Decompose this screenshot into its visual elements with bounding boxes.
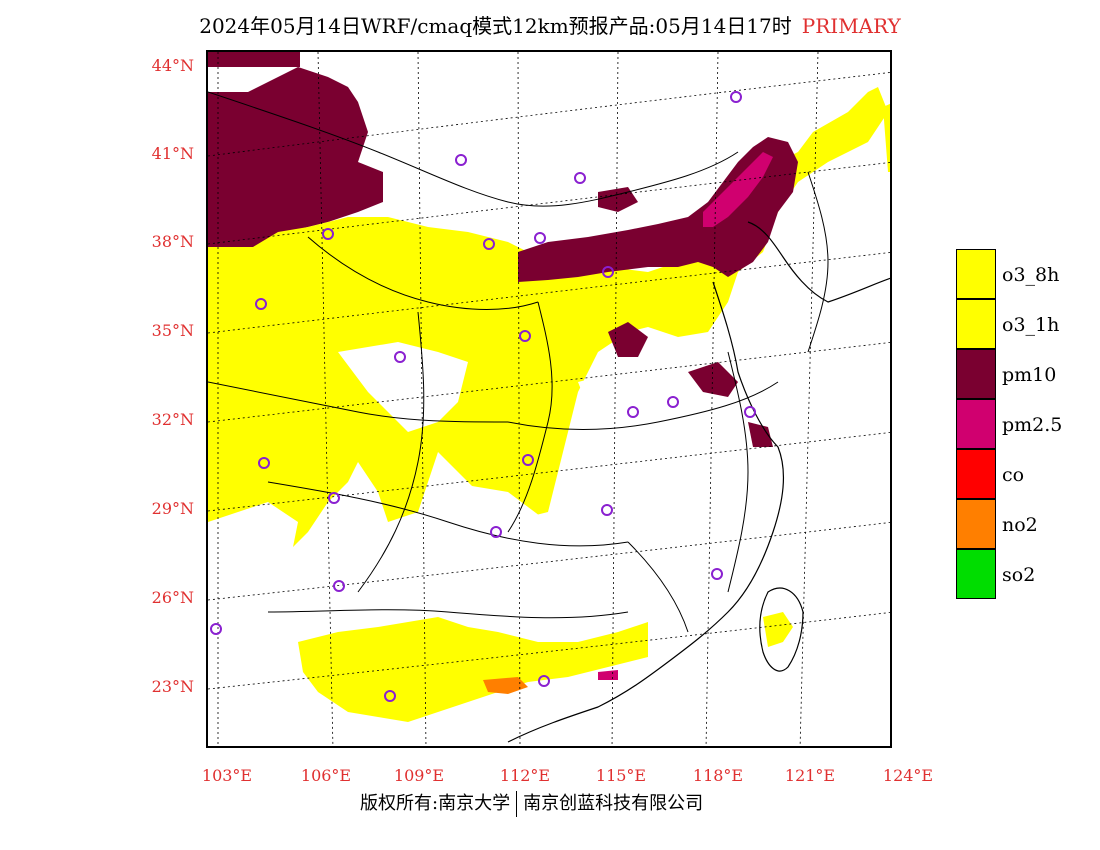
- title-text: 2024年05月14日WRF/cmaq模式12km预报产品:05月14日17时: [199, 14, 792, 38]
- footer-divider: [516, 791, 518, 817]
- clean-areas: [208, 332, 788, 652]
- legend-swatch-co: [956, 449, 996, 499]
- legend-label-pm10: pm10: [1002, 364, 1057, 386]
- lat-label-29: 29°N: [151, 499, 194, 518]
- map-title: 2024年05月14日WRF/cmaq模式12km预报产品:05月14日17时 P…: [0, 10, 1100, 39]
- legend-label-so2: so2: [1002, 564, 1036, 586]
- station-markers: [210, 91, 756, 702]
- graticule: [208, 52, 890, 746]
- legend-label-o3-1h: o3_1h: [1002, 314, 1060, 336]
- lon-label-106: 106°E: [300, 766, 352, 785]
- legend-label-pm25: pm2.5: [1002, 414, 1063, 436]
- copyright-left: 版权所有:南京大学: [360, 793, 511, 814]
- primary-tag: PRIMARY: [801, 14, 901, 38]
- pm10-region-northwest: [208, 52, 383, 252]
- lat-label-35: 35°N: [151, 321, 194, 340]
- lon-label-124: 124°E: [882, 766, 934, 785]
- lat-label-26: 26°N: [151, 588, 194, 607]
- lon-label-112: 112°E: [499, 766, 551, 785]
- forecast-map: [206, 50, 892, 748]
- legend-label-co: co: [1002, 464, 1025, 486]
- lat-label-32: 32°N: [151, 410, 194, 429]
- legend-swatch-so2: [956, 549, 996, 599]
- map-canvas: [208, 52, 890, 746]
- legend-label-o3-8h: o3_8h: [1002, 264, 1060, 286]
- no2-region: [483, 677, 528, 694]
- legend-label-no2: no2: [1002, 514, 1038, 536]
- coastline: [507, 221, 890, 743]
- lat-label-38: 38°N: [151, 232, 194, 251]
- legend-swatch-pm10: [956, 349, 996, 399]
- pm10-region-northeast: [518, 137, 798, 447]
- lon-label-118: 118°E: [692, 766, 744, 785]
- copyright-footer: 版权所有:南京大学 南京创蓝科技有限公司: [360, 789, 703, 817]
- province-boundaries: [208, 91, 829, 633]
- legend-swatch-o3-1h: [956, 299, 996, 349]
- lon-label-109: 109°E: [393, 766, 445, 785]
- legend-swatch-no2: [956, 499, 996, 549]
- lon-label-121: 121°E: [784, 766, 836, 785]
- legend-swatch-pm25: [956, 399, 996, 449]
- lon-label-115: 115°E: [595, 766, 647, 785]
- copyright-right: 南京创蓝科技有限公司: [523, 793, 704, 814]
- legend-swatch-o3-8h: [956, 249, 996, 299]
- lat-label-41: 41°N: [151, 144, 194, 163]
- lat-label-23: 23°N: [151, 677, 194, 696]
- lat-label-44: 44°N: [151, 56, 194, 75]
- lon-label-103: 103°E: [201, 766, 253, 785]
